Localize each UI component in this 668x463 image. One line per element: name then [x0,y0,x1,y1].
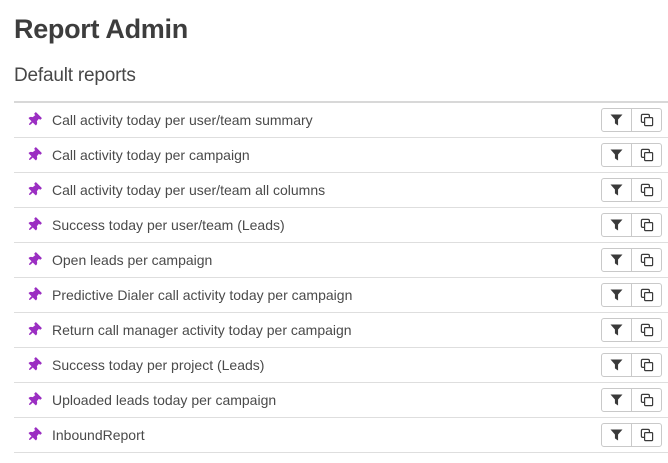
pushpin-icon [27,252,42,268]
filter-report-button[interactable] [601,108,632,132]
filter-funnel-icon [610,254,623,266]
copy-icon [640,428,654,442]
report-row: Success today per project (Leads) [14,348,668,383]
pushpin-icon [27,427,42,443]
report-label: Uploaded leads today per campaign [52,392,277,408]
report-list: Call activity today per user/team summar… [14,101,668,453]
copy-icon [640,113,654,127]
copy-report-button[interactable] [631,143,662,167]
pushpin-icon [27,112,42,128]
report-row: InboundReport [14,418,668,453]
report-label: Predictive Dialer call activity today pe… [52,287,353,303]
filter-report-button[interactable] [601,318,632,342]
report-label: Success today per user/team (Leads) [52,217,285,233]
report-actions [601,178,662,202]
filter-report-button[interactable] [601,248,632,272]
filter-report-button[interactable] [601,143,632,167]
report-row: Call activity today per campaign [14,138,668,173]
copy-icon [640,288,654,302]
filter-funnel-icon [610,114,623,126]
report-row: Uploaded leads today per campaign [14,383,668,418]
report-row: Call activity today per user/team all co… [14,173,668,208]
filter-report-button[interactable] [601,353,632,377]
copy-report-button[interactable] [631,248,662,272]
report-admin-page: Report Admin Default reports Call activi… [14,14,668,453]
pushpin-icon [27,287,42,303]
copy-icon [640,393,654,407]
copy-report-button[interactable] [631,318,662,342]
report-label: Call activity today per campaign [52,147,250,163]
copy-report-button[interactable] [631,213,662,237]
pushpin-icon [27,147,42,163]
report-actions [601,248,662,272]
report-actions [601,108,662,132]
copy-report-button[interactable] [631,388,662,412]
filter-funnel-icon [610,429,623,441]
copy-icon [640,183,654,197]
filter-funnel-icon [610,184,623,196]
report-actions [601,213,662,237]
filter-report-button[interactable] [601,213,632,237]
pushpin-icon [27,217,42,233]
filter-report-button[interactable] [601,178,632,202]
report-row: Call activity today per user/team summar… [14,103,668,138]
filter-report-button[interactable] [601,283,632,307]
filter-funnel-icon [610,289,623,301]
report-label: Success today per project (Leads) [52,357,265,373]
copy-report-button[interactable] [631,423,662,447]
filter-funnel-icon [610,219,623,231]
copy-icon [640,148,654,162]
filter-report-button[interactable] [601,423,632,447]
section-title: Default reports [14,65,136,86]
copy-report-button[interactable] [631,353,662,377]
pushpin-icon [27,392,42,408]
report-actions [601,283,662,307]
report-label: Return call manager activity today per c… [52,322,352,338]
report-actions [601,423,662,447]
report-actions [601,318,662,342]
copy-icon [640,323,654,337]
copy-icon [640,253,654,267]
copy-report-button[interactable] [631,178,662,202]
filter-funnel-icon [610,359,623,371]
filter-report-button[interactable] [601,388,632,412]
report-row: Predictive Dialer call activity today pe… [14,278,668,313]
report-label: Call activity today per user/team summar… [52,112,313,128]
copy-icon [640,358,654,372]
report-actions [601,143,662,167]
copy-report-button[interactable] [631,283,662,307]
report-label: InboundReport [52,427,145,443]
copy-report-button[interactable] [631,108,662,132]
report-row: Success today per user/team (Leads) [14,208,668,243]
filter-funnel-icon [610,324,623,336]
copy-icon [640,218,654,232]
report-label: Call activity today per user/team all co… [52,182,326,198]
report-actions [601,388,662,412]
filter-funnel-icon [610,149,623,161]
filter-funnel-icon [610,394,623,406]
page-title: Report Admin [14,14,188,44]
report-actions [601,353,662,377]
report-row: Open leads per campaign [14,243,668,278]
report-label: Open leads per campaign [52,252,213,268]
report-row: Return call manager activity today per c… [14,313,668,348]
pushpin-icon [27,357,42,373]
pushpin-icon [27,182,42,198]
pushpin-icon [27,322,42,338]
